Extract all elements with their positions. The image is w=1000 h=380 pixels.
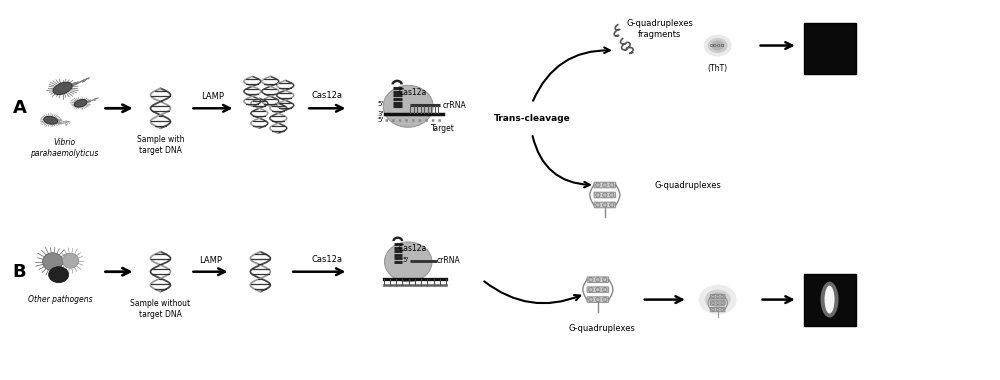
Text: 5': 5' (378, 117, 384, 123)
FancyBboxPatch shape (594, 202, 616, 208)
Circle shape (589, 298, 593, 302)
Text: LAMP: LAMP (201, 92, 224, 101)
Ellipse shape (709, 293, 727, 307)
Text: G-quadruplexes: G-quadruplexes (655, 180, 722, 190)
Text: Cas12a: Cas12a (312, 255, 343, 264)
Circle shape (596, 277, 600, 282)
Circle shape (603, 193, 607, 197)
Text: Sample with
target DNA: Sample with target DNA (137, 135, 184, 155)
Text: oooo: oooo (710, 43, 725, 48)
Ellipse shape (821, 282, 839, 318)
Text: Cas12a: Cas12a (312, 91, 343, 100)
Ellipse shape (708, 38, 728, 53)
Circle shape (603, 183, 607, 187)
Circle shape (721, 302, 724, 304)
Text: crRNA: crRNA (437, 256, 460, 265)
Circle shape (716, 308, 719, 311)
Ellipse shape (711, 41, 724, 51)
Bar (804, 23, 856, 74)
Text: Cas12a: Cas12a (399, 88, 427, 97)
Circle shape (716, 295, 719, 298)
Text: Other pathogens: Other pathogens (28, 294, 93, 304)
Circle shape (603, 277, 607, 282)
Text: 5': 5' (378, 101, 384, 107)
FancyBboxPatch shape (710, 307, 725, 312)
Circle shape (603, 298, 607, 302)
FancyBboxPatch shape (594, 192, 616, 198)
Circle shape (712, 308, 715, 311)
Text: Target: Target (431, 124, 455, 133)
Text: G-quadruplexes: G-quadruplexes (568, 323, 635, 332)
Circle shape (603, 287, 607, 292)
Ellipse shape (704, 35, 732, 57)
Circle shape (596, 298, 600, 302)
Circle shape (610, 193, 614, 197)
FancyBboxPatch shape (710, 294, 725, 299)
FancyBboxPatch shape (594, 182, 616, 188)
Circle shape (712, 302, 715, 304)
Bar (804, 274, 856, 326)
Text: Vibrio
parahaemolyticus: Vibrio parahaemolyticus (30, 138, 99, 158)
Ellipse shape (74, 100, 87, 107)
Circle shape (721, 295, 724, 298)
Ellipse shape (49, 267, 69, 283)
Ellipse shape (53, 82, 72, 95)
Text: crRNA: crRNA (443, 101, 467, 110)
Ellipse shape (825, 286, 835, 314)
Circle shape (610, 203, 614, 207)
Ellipse shape (705, 290, 731, 310)
Ellipse shape (383, 86, 433, 127)
Circle shape (596, 203, 600, 207)
Text: LAMP: LAMP (199, 256, 222, 265)
FancyBboxPatch shape (587, 297, 609, 302)
Circle shape (712, 295, 715, 298)
Text: Sample without
target DNA: Sample without target DNA (130, 299, 191, 319)
Circle shape (603, 203, 607, 207)
Ellipse shape (699, 285, 737, 315)
Ellipse shape (43, 253, 63, 271)
Circle shape (596, 183, 600, 187)
Ellipse shape (63, 253, 79, 268)
Circle shape (596, 193, 600, 197)
Text: (ThT): (ThT) (708, 65, 728, 73)
FancyBboxPatch shape (587, 277, 609, 282)
Circle shape (610, 183, 614, 187)
Circle shape (596, 287, 600, 292)
Circle shape (589, 277, 593, 282)
Text: A: A (13, 99, 27, 117)
Circle shape (721, 308, 724, 311)
FancyBboxPatch shape (710, 301, 725, 305)
Ellipse shape (44, 116, 58, 124)
Text: 3': 3' (378, 111, 384, 117)
Ellipse shape (385, 242, 432, 282)
Circle shape (589, 287, 593, 292)
Text: Trans-cleavage: Trans-cleavage (494, 114, 570, 123)
Text: Cas12a: Cas12a (399, 244, 427, 253)
Text: 5': 5' (403, 257, 409, 263)
Circle shape (716, 302, 719, 304)
Text: B: B (13, 263, 26, 281)
Text: G-quadruplexes
fragments: G-quadruplexes fragments (626, 19, 693, 39)
FancyBboxPatch shape (587, 287, 609, 293)
